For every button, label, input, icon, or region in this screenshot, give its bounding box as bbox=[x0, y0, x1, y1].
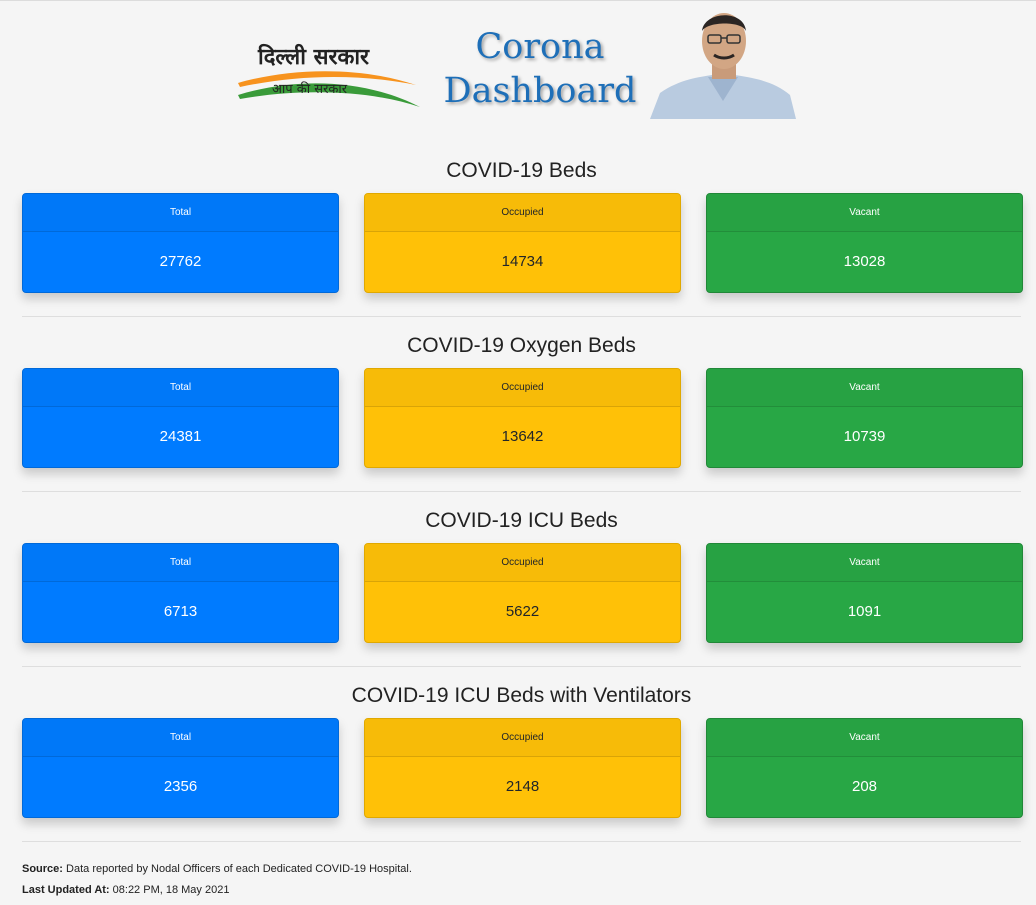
vacant-value: 208 bbox=[851, 778, 878, 795]
occupied-card: Occupied 14734 bbox=[364, 193, 681, 293]
vacant-label: Vacant bbox=[707, 544, 1022, 582]
vacant-card: Vacant 13028 bbox=[706, 193, 1023, 293]
divider bbox=[22, 316, 1021, 317]
vacant-card: Vacant 208 bbox=[706, 718, 1023, 818]
total-value: 2356 bbox=[163, 778, 198, 795]
vacant-value: 1091 bbox=[847, 603, 882, 620]
total-label: Total bbox=[23, 719, 338, 757]
total-card: Total 2356 bbox=[22, 718, 339, 818]
section-covid-beds: COVID-19 Beds Total 27762 Occupied 14734… bbox=[22, 157, 1023, 293]
occupied-value: 14734 bbox=[501, 253, 544, 270]
page-footer: Source: Data reported by Nodal Officers … bbox=[22, 859, 412, 901]
occupied-card: Occupied 2148 bbox=[364, 718, 681, 818]
page-header: दिल्ली सरकार आप की सरकार Corona Dashboar… bbox=[0, 1, 1036, 123]
section-title: COVID-19 Oxygen Beds bbox=[407, 334, 636, 357]
section-icu-beds: COVID-19 ICU Beds Total 6713 Occupied 56… bbox=[22, 507, 1023, 643]
total-label: Total bbox=[23, 369, 338, 407]
delhi-govt-logo: दिल्ली सरकार आप की सरकार bbox=[236, 41, 422, 111]
occupied-value: 2148 bbox=[505, 778, 540, 795]
occupied-card: Occupied 13642 bbox=[364, 368, 681, 468]
logo-text: दिल्ली सरकार bbox=[258, 45, 370, 70]
occupied-label: Occupied bbox=[365, 544, 680, 582]
divider bbox=[22, 491, 1021, 492]
portrait-icon bbox=[650, 5, 796, 119]
section-title: COVID-19 ICU Beds bbox=[425, 509, 618, 532]
section-oxygen-beds: COVID-19 Oxygen Beds Total 24381 Occupie… bbox=[22, 332, 1023, 468]
source-line: Source: Data reported by Nodal Officers … bbox=[22, 859, 412, 880]
section-title: COVID-19 Beds bbox=[446, 159, 597, 182]
dashboard-title: Corona Dashboard bbox=[438, 25, 642, 113]
section-ventilator-beds: COVID-19 ICU Beds with Ventilators Total… bbox=[22, 682, 1023, 818]
total-card: Total 6713 bbox=[22, 543, 339, 643]
title-line-1: Corona bbox=[475, 27, 605, 67]
source-text: Data reported by Nodal Officers of each … bbox=[62, 863, 412, 875]
vacant-value: 13028 bbox=[843, 253, 886, 270]
total-value: 27762 bbox=[159, 253, 202, 270]
vacant-label: Vacant bbox=[707, 719, 1022, 757]
divider bbox=[22, 666, 1021, 667]
occupied-label: Occupied bbox=[365, 369, 680, 407]
vacant-label: Vacant bbox=[707, 194, 1022, 232]
occupied-label: Occupied bbox=[365, 194, 680, 232]
vacant-value: 10739 bbox=[843, 428, 886, 445]
tricolor-swoosh-icon bbox=[238, 71, 420, 107]
total-value: 6713 bbox=[163, 603, 198, 620]
occupied-value: 13642 bbox=[501, 428, 544, 445]
title-line-2: Dashboard bbox=[443, 71, 637, 111]
total-card: Total 24381 bbox=[22, 368, 339, 468]
updated-label: Last Updated At: bbox=[22, 884, 110, 896]
divider bbox=[22, 841, 1021, 842]
occupied-card: Occupied 5622 bbox=[364, 543, 681, 643]
total-card: Total 27762 bbox=[22, 193, 339, 293]
section-title: COVID-19 ICU Beds with Ventilators bbox=[351, 684, 692, 707]
source-label: Source: bbox=[22, 863, 63, 875]
total-value: 24381 bbox=[159, 428, 202, 445]
vacant-card: Vacant 1091 bbox=[706, 543, 1023, 643]
total-label: Total bbox=[23, 194, 338, 232]
vacant-card: Vacant 10739 bbox=[706, 368, 1023, 468]
occupied-value: 5622 bbox=[505, 603, 540, 620]
chief-minister-portrait bbox=[650, 5, 796, 119]
last-updated-line: Last Updated At: 08:22 PM, 18 May 2021 bbox=[22, 880, 412, 901]
occupied-label: Occupied bbox=[365, 719, 680, 757]
logo-tagline: आप की सरकार bbox=[272, 82, 348, 97]
total-label: Total bbox=[23, 544, 338, 582]
vacant-label: Vacant bbox=[707, 369, 1022, 407]
updated-text: 08:22 PM, 18 May 2021 bbox=[109, 884, 230, 896]
